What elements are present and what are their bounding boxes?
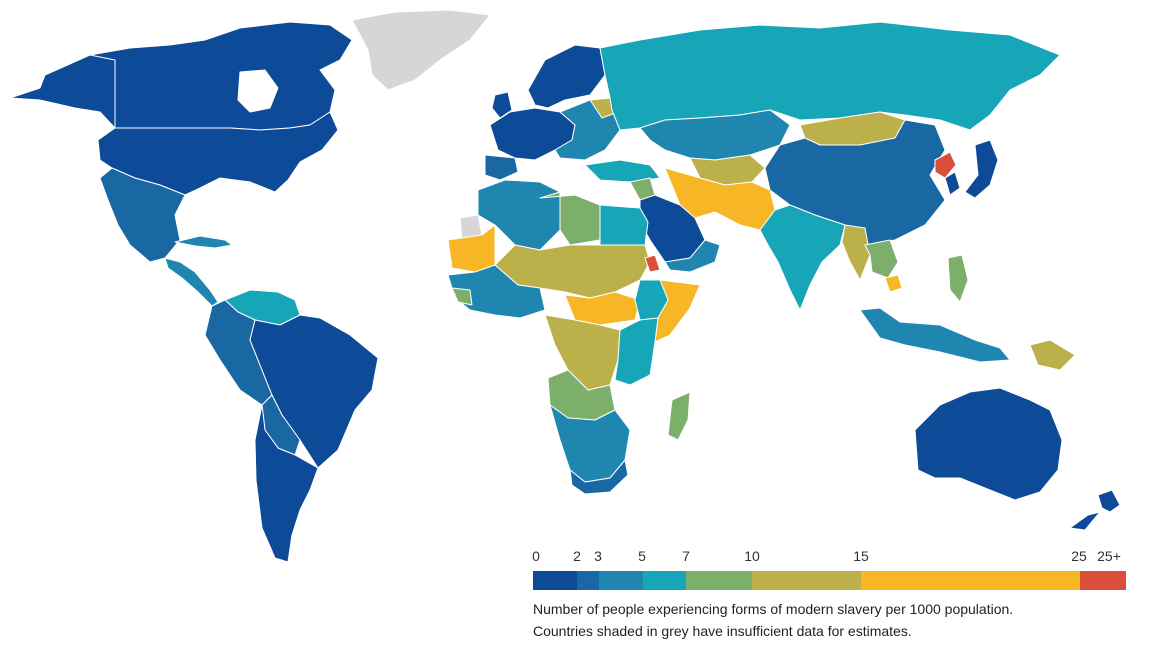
legend-bin-3-5 xyxy=(599,571,643,590)
legend-tick-5: 5 xyxy=(638,548,646,564)
region-sierra-leone-guinea xyxy=(451,287,473,306)
region-uk xyxy=(491,91,513,119)
legend-tick-3: 3 xyxy=(594,548,602,564)
legend-bin-5-7 xyxy=(643,571,686,590)
legend-tick-25plus: 25+ xyxy=(1097,548,1121,564)
region-iberia xyxy=(484,154,519,181)
legend-bin-25-plus xyxy=(1080,571,1126,590)
region-south-africa xyxy=(569,459,629,495)
region-new-zealand xyxy=(1069,489,1121,531)
legend-tick-2: 2 xyxy=(573,548,581,564)
legend-bin-15-25 xyxy=(861,571,1080,590)
region-east-africa xyxy=(614,317,659,386)
region-libya xyxy=(539,191,601,246)
region-cambodia xyxy=(884,274,903,293)
region-malaysia-indonesia xyxy=(859,307,1011,363)
region-japan xyxy=(964,139,999,199)
legend-bin-7-10 xyxy=(686,571,752,590)
legend-color-scale xyxy=(533,571,1126,590)
region-thailand-laos xyxy=(864,239,899,279)
legend-tick-25: 25 xyxy=(1071,548,1087,564)
region-india xyxy=(759,204,846,311)
legend-bin-0-2 xyxy=(533,571,577,590)
legend-tick-10: 10 xyxy=(744,548,760,564)
region-alaska xyxy=(9,54,116,129)
region-eritrea xyxy=(644,254,661,273)
region-south-korea xyxy=(944,171,961,196)
region-madagascar xyxy=(667,391,691,441)
region-russia xyxy=(599,21,1061,131)
region-brazil xyxy=(249,314,379,469)
legend-caption-line-2: Countries shaded in grey have insufficie… xyxy=(533,623,912,639)
legend-tick-0: 0 xyxy=(532,548,540,564)
region-egypt xyxy=(599,204,649,246)
legend-tick-15: 15 xyxy=(853,548,869,564)
region-north-korea xyxy=(934,151,957,179)
region-caribbean xyxy=(174,235,233,249)
legend-bin-2-3 xyxy=(577,571,599,590)
region-philippines xyxy=(947,254,969,303)
region-drc-congo xyxy=(544,314,621,391)
legend-bin-10-15 xyxy=(752,571,861,590)
region-papua-new-guinea xyxy=(1029,339,1076,371)
legend: 0 2 3 5 7 10 15 25 25+ Number of people … xyxy=(532,548,1126,643)
region-myanmar xyxy=(841,224,871,281)
legend-caption-line-1: Number of people experiencing forms of m… xyxy=(533,601,1014,617)
region-sahel xyxy=(494,244,651,299)
region-central-america xyxy=(164,257,219,307)
legend-caption: Number of people experiencing forms of m… xyxy=(533,598,1013,642)
legend-tick-7: 7 xyxy=(682,548,690,564)
region-turkey xyxy=(584,159,661,183)
region-greenland xyxy=(351,9,491,91)
region-argentina-chile xyxy=(254,404,319,563)
region-morocco-algeria xyxy=(477,179,561,251)
region-scandinavia xyxy=(527,44,606,109)
region-yemen-oman xyxy=(664,239,721,273)
region-australia xyxy=(914,387,1063,501)
region-canada-hudson xyxy=(237,69,279,113)
